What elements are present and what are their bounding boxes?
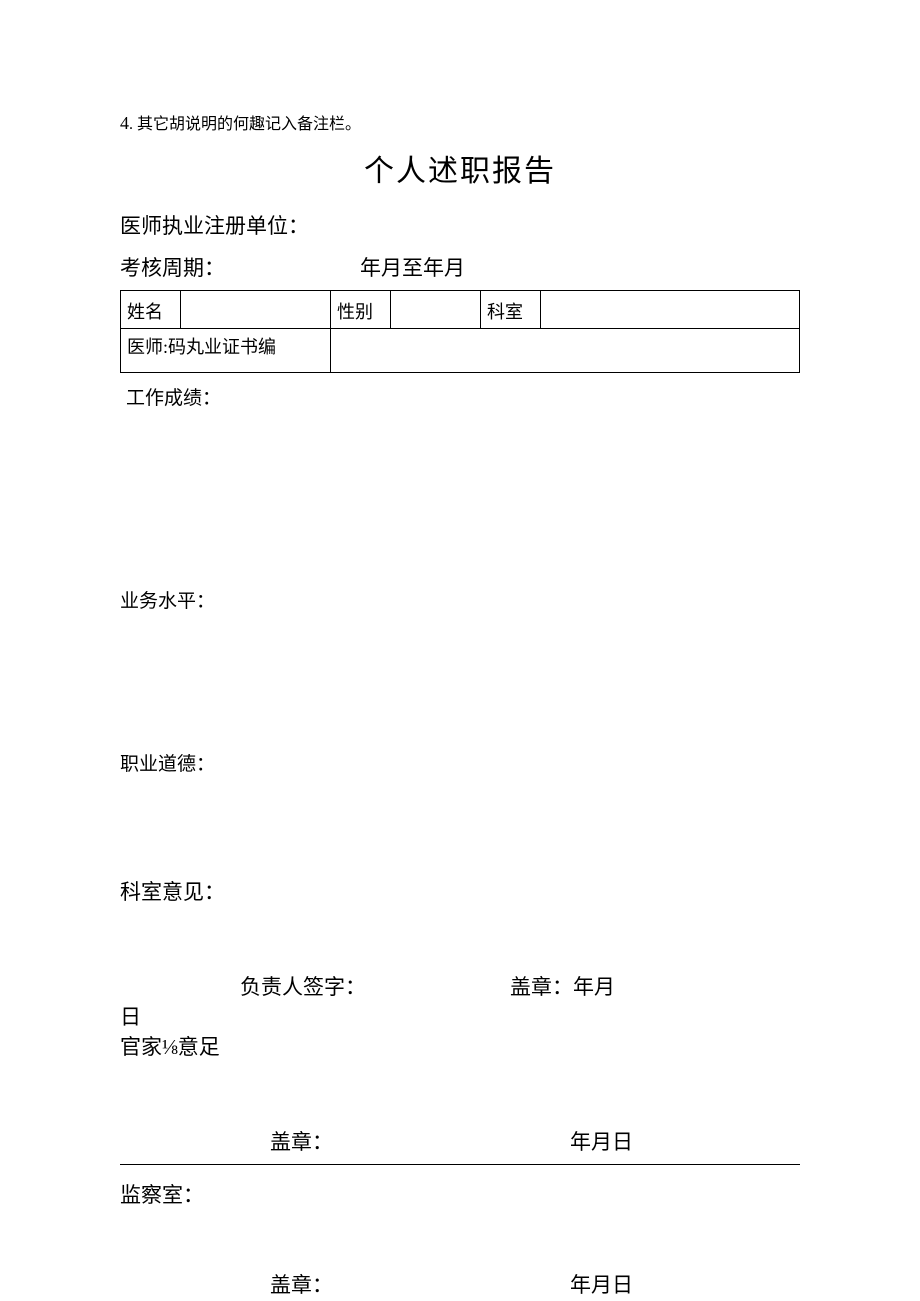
note-line: 4. 其它胡说明的何趣记入备注栏。	[120, 110, 800, 134]
date-label: 年月日	[570, 1273, 633, 1297]
cell-cert-value	[331, 329, 800, 373]
seal-ym-label: 盖章：年月	[510, 975, 615, 999]
cell-gender-value	[391, 291, 481, 329]
cell-name-value	[181, 291, 331, 329]
period-label: 考核周期：	[120, 252, 360, 282]
section-ethics: 职业道德：	[120, 749, 800, 776]
table-row: 医师:码丸业证书编	[121, 329, 800, 373]
seal-line-2: 盖章：年月日	[120, 1269, 800, 1299]
section-guanjia: 官家⅛意足	[120, 1031, 800, 1061]
cell-cert-label: 医师:码丸业证书编	[121, 329, 331, 373]
seal-line-1: 盖章：年月日	[120, 1126, 800, 1165]
section-work: 工作成绩：	[120, 383, 800, 410]
spacer	[120, 906, 800, 971]
section-jiancha: 监察室：	[120, 1179, 800, 1209]
cell-gender-label: 性别	[331, 291, 391, 329]
section-skill: 业务水平：	[120, 586, 800, 613]
seal-label: 盖章：	[270, 1126, 570, 1156]
sign-line: 负责人签字：盖章：年月	[120, 971, 800, 1001]
table-row: 姓名 性别 科室	[121, 291, 800, 329]
section-dept-opinion: 科室意见：	[120, 876, 800, 906]
note-text: . 其它胡说明的何趣记入备注栏。	[129, 116, 361, 133]
spacer	[120, 410, 800, 580]
spacer	[120, 1061, 800, 1126]
cell-name-label: 姓名	[121, 291, 181, 329]
period-text: 年月至年月	[360, 256, 465, 280]
unit-label: 医师执业注册单位：	[120, 210, 800, 240]
page-title: 个人述职报告	[120, 146, 800, 190]
spacer	[120, 776, 800, 876]
seal-label: 盖章：	[270, 1269, 570, 1299]
spacer	[120, 613, 800, 743]
note-number: 4	[120, 113, 129, 133]
period-line: 考核周期：年月至年月	[120, 252, 800, 282]
info-table: 姓名 性别 科室 医师:码丸业证书编	[120, 290, 800, 373]
cell-dept-value	[541, 291, 800, 329]
date-label: 年月日	[570, 1130, 633, 1154]
responsible-sign-label: 负责人签字：	[240, 971, 510, 1001]
day-label: 日	[120, 1001, 800, 1031]
cell-dept-label: 科室	[481, 291, 541, 329]
